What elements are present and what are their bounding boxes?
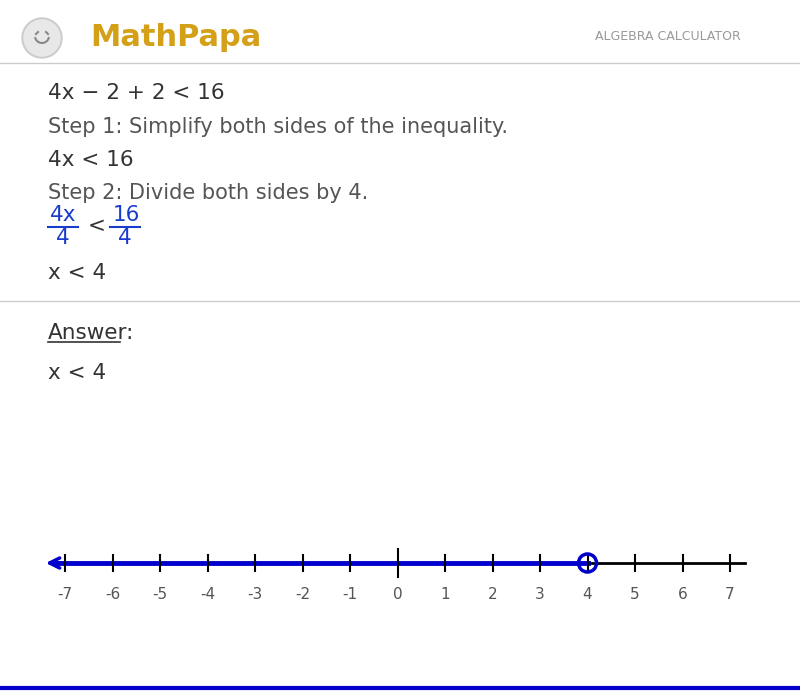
Text: Answer:: Answer: [48, 323, 134, 343]
Text: 6: 6 [678, 587, 687, 602]
Text: 16: 16 [113, 205, 140, 225]
Text: x < 4: x < 4 [48, 363, 106, 383]
Text: 4x − 2 + 2 < 16: 4x − 2 + 2 < 16 [48, 83, 225, 103]
Text: 4x: 4x [50, 205, 77, 225]
Text: 7: 7 [725, 587, 735, 602]
Text: 5: 5 [630, 587, 640, 602]
Text: Step 1: Simplify both sides of the inequality.: Step 1: Simplify both sides of the inequ… [48, 117, 508, 137]
Circle shape [22, 18, 62, 58]
Text: 0: 0 [393, 587, 402, 602]
Text: x < 4: x < 4 [48, 263, 106, 283]
Text: -4: -4 [200, 587, 215, 602]
Text: -2: -2 [295, 587, 310, 602]
Text: -5: -5 [153, 587, 167, 602]
Text: 2: 2 [488, 587, 498, 602]
Text: 1: 1 [440, 587, 450, 602]
Text: 4: 4 [118, 228, 132, 248]
Text: 3: 3 [535, 587, 545, 602]
Text: -1: -1 [342, 587, 358, 602]
Text: 4x < 16: 4x < 16 [48, 150, 134, 170]
Text: ALGEBRA CALCULATOR: ALGEBRA CALCULATOR [595, 30, 741, 44]
Text: -6: -6 [105, 587, 120, 602]
Text: <: < [88, 216, 106, 236]
Circle shape [24, 20, 60, 56]
Text: -3: -3 [247, 587, 262, 602]
Text: Step 2: Divide both sides by 4.: Step 2: Divide both sides by 4. [48, 183, 368, 203]
Text: MathPapa: MathPapa [90, 22, 262, 51]
Text: 4: 4 [582, 587, 592, 602]
Text: 4: 4 [56, 228, 70, 248]
Text: -7: -7 [58, 587, 73, 602]
